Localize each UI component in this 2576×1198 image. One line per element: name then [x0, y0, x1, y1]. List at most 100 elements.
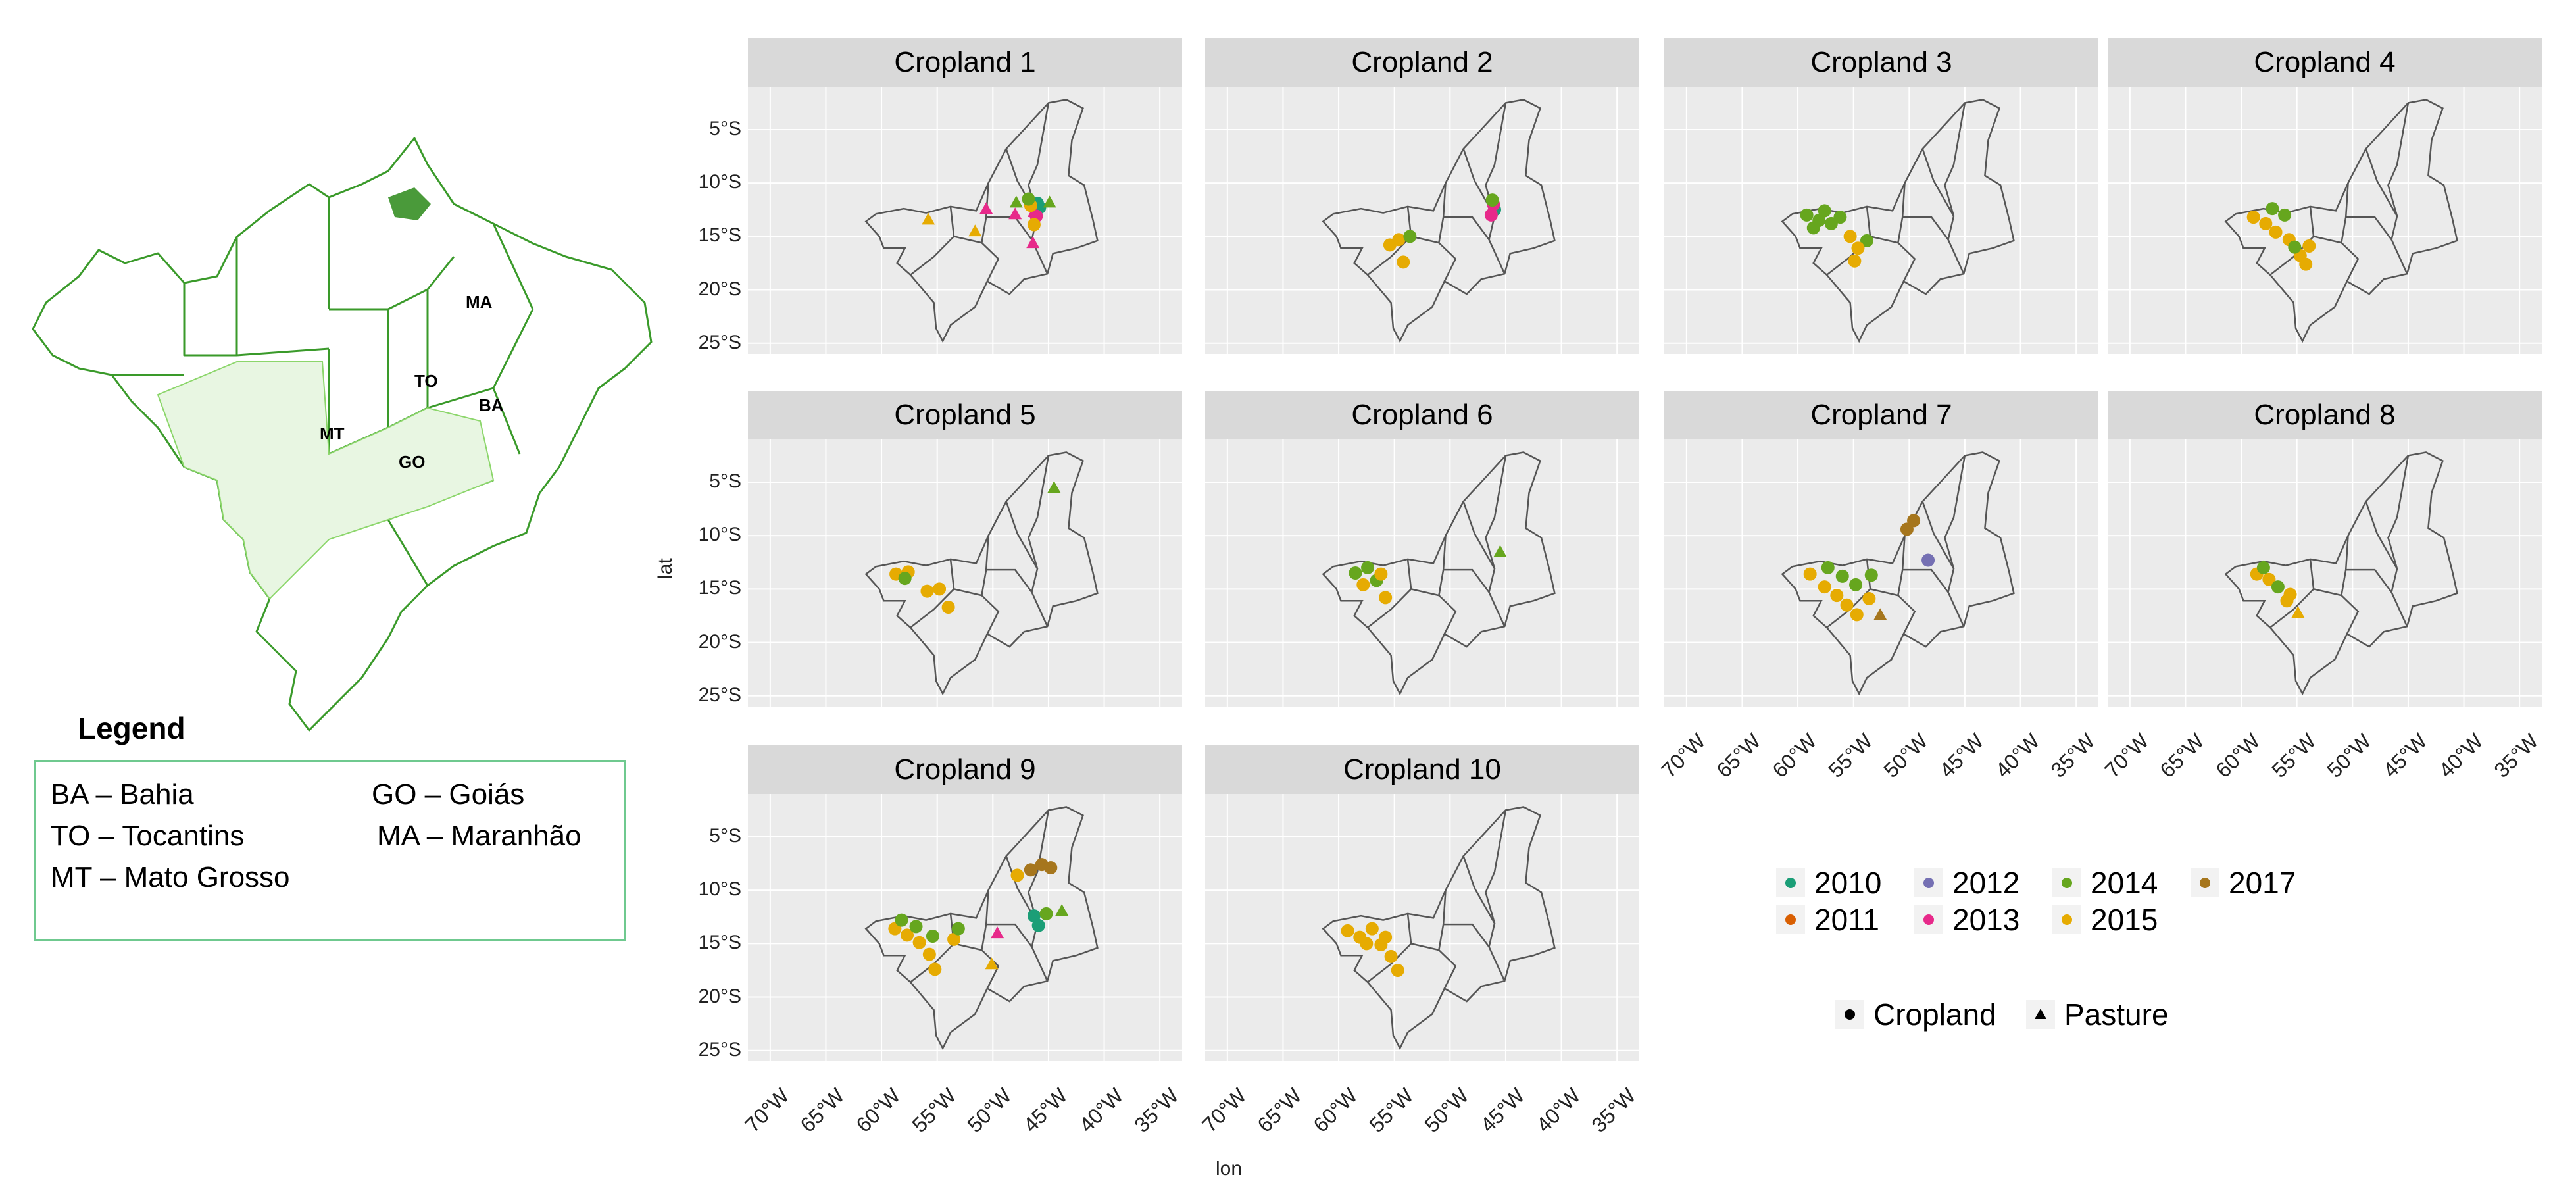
data-point-cropland	[912, 936, 926, 949]
lon-tick-label: 60°W	[1308, 1084, 1362, 1137]
state-label-to: TO	[414, 371, 438, 391]
lat-tick-label: 15°S	[698, 224, 741, 247]
state-border	[1462, 855, 1506, 982]
data-point-cropland	[2262, 572, 2276, 586]
lon-tick-label: 50°W	[1879, 729, 1933, 783]
facet-plot	[1205, 87, 1639, 354]
facet-title: Cropland 2	[1205, 38, 1639, 87]
state-border	[2309, 206, 2342, 244]
legend-dot	[2062, 914, 2072, 925]
legend-dot	[2200, 878, 2210, 888]
state-border	[2346, 568, 2392, 593]
legend-year-label: 2010	[1814, 866, 1882, 900]
lat-tick-label: 20°S	[698, 630, 741, 653]
legend-item-year: 2010	[1776, 865, 1881, 901]
legend-title: Legend	[78, 711, 186, 745]
lat-tick-label: 25°S	[698, 1038, 741, 1061]
facet-plot	[2108, 439, 2542, 707]
state-border	[1005, 501, 1049, 627]
data-point-cropland	[2288, 240, 2302, 254]
lon-tick-label: 45°W	[1018, 1084, 1072, 1137]
data-point-pasture	[1026, 236, 1040, 249]
data-point-cropland	[1862, 591, 1876, 605]
lon-tick-label: 40°W	[1990, 729, 2044, 783]
data-point-cropland	[1851, 241, 1865, 255]
state-border	[2365, 501, 2408, 627]
brazil-overview-map: MA TO BA MT GO	[32, 137, 653, 732]
data-point-cropland	[1374, 567, 1388, 581]
lon-tick-label: 55°W	[1364, 1084, 1418, 1137]
data-point-pasture	[979, 202, 993, 214]
lat-tick-label: 20°S	[698, 278, 741, 300]
lon-tick-label: 70°W	[2100, 729, 2154, 783]
state-border	[1921, 148, 1965, 274]
state-border	[1897, 536, 1916, 635]
state-border	[1367, 943, 1412, 983]
lat-tick-label: 10°S	[698, 171, 741, 193]
legend-item-year: 2015	[2052, 902, 2158, 937]
lon-tick-label: 40°W	[1074, 1084, 1127, 1137]
lon-tick-label: 70°W	[1656, 729, 1710, 783]
legend-entry-to: TO – Tocantins	[51, 820, 245, 852]
data-point-cropland	[901, 928, 914, 942]
state-border	[981, 183, 1000, 282]
facet-title: Cropland 9	[748, 745, 1182, 794]
lon-tick-label: 35°W	[2489, 729, 2543, 783]
data-point-cropland	[1365, 922, 1379, 936]
data-point-cropland	[1031, 918, 1045, 932]
lon-tick-label: 50°W	[962, 1084, 1016, 1137]
legend-year-label: 2014	[2091, 866, 2158, 900]
lon-tick-label: 45°W	[1935, 729, 1989, 783]
facet-panel: Cropland 4	[2108, 38, 2542, 354]
state-border	[1367, 236, 1412, 276]
state-border	[2269, 588, 2314, 628]
region-outline	[2224, 451, 2458, 696]
lon-tick-label: 55°W	[2267, 729, 2321, 783]
legend-year-label: 2013	[1952, 903, 2020, 937]
region-outline	[864, 806, 1099, 1051]
state-border	[2341, 536, 2360, 635]
data-point-cropland	[2256, 561, 2270, 574]
lon-tick-label: 60°W	[851, 1084, 905, 1137]
lon-tick-label: 70°W	[1197, 1084, 1251, 1137]
region-outline	[1322, 451, 1556, 696]
data-point-cropland	[1027, 218, 1041, 232]
facet-title: Cropland 3	[1664, 38, 2098, 87]
data-point-cropland	[1391, 963, 1404, 977]
state-border	[986, 923, 1033, 947]
data-point-cropland	[2302, 239, 2316, 253]
legend-year-label: 2017	[2229, 866, 2296, 900]
data-point-cropland	[1024, 863, 1037, 877]
lat-tick-label: 5°S	[709, 117, 741, 139]
state-border	[1944, 455, 1966, 569]
lon-tick-label: 65°W	[795, 1084, 849, 1137]
legend-item-year: 2014	[2052, 865, 2158, 901]
facet-title: Cropland 7	[1664, 391, 2098, 439]
facet-plot	[1664, 87, 2098, 354]
data-point-cropland	[1821, 561, 1835, 574]
legend-item-year: 2017	[2191, 865, 2296, 901]
legend-key-dot	[2052, 905, 2081, 934]
legend-entry-ba: BA – Bahia	[51, 778, 194, 811]
legend-shape-label: Pasture	[2064, 997, 2169, 1032]
legend-key-dot	[2052, 868, 2081, 897]
data-point-cropland	[1349, 566, 1362, 580]
state-border	[1443, 923, 1490, 947]
data-point-pasture	[1043, 195, 1056, 208]
marajo-island	[388, 187, 431, 220]
data-point-cropland	[1039, 907, 1053, 920]
triangle-icon	[2035, 1009, 2046, 1019]
lon-tick-label: 50°W	[1420, 1084, 1474, 1137]
lat-tick-label: 15°S	[698, 932, 741, 954]
state-border	[949, 559, 982, 597]
lon-tick-label: 60°W	[1768, 729, 1821, 783]
facet-panel: Cropland 10 70°W 65°W 60°W 55°W 50°W 45°W 40°W 3…	[1197, 745, 1641, 1137]
data-point-cropland	[1044, 861, 1058, 875]
legend-key-circle	[1835, 1000, 1864, 1029]
legend-key-dot	[1776, 868, 1805, 897]
data-point-pasture	[2291, 606, 2305, 618]
data-point-cropland	[1800, 208, 1814, 222]
state-border	[2341, 183, 2360, 282]
region-outline	[2224, 99, 2458, 343]
state-label-go: GO	[399, 452, 425, 472]
